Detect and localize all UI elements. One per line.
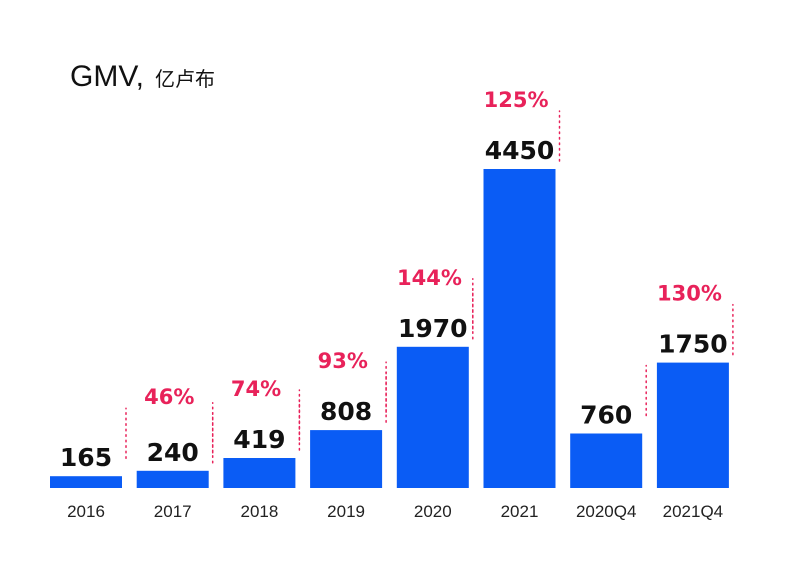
chart-title-unit: 亿卢布: [155, 67, 215, 91]
value-label-2018: 419: [233, 425, 285, 454]
value-label-2021Q4: 1750: [658, 330, 728, 359]
bar-2021Q4: [656, 362, 729, 488]
category-label-2017: 2017: [154, 502, 192, 521]
category-label-2018: 2018: [240, 502, 278, 521]
bar-2019: [310, 430, 383, 488]
growth-label-2021Q4: 130%: [657, 282, 722, 306]
value-label-2021: 4450: [485, 136, 555, 165]
value-label-2020Q4: 760: [580, 401, 632, 430]
value-label-2020: 1970: [398, 314, 468, 343]
bar-2020: [396, 346, 469, 488]
bar-2021: [483, 169, 556, 488]
category-label-2021Q4: 2021Q4: [663, 502, 724, 521]
category-label-2016: 2016: [67, 502, 105, 521]
growth-label-2018: 74%: [231, 377, 281, 401]
chart-title-main: GMV,: [70, 60, 144, 93]
growth-label-2021: 125%: [484, 88, 549, 112]
bar-2018: [223, 458, 296, 488]
growth-label-2017: 46%: [144, 385, 194, 409]
category-label-2021: 2021: [501, 502, 539, 521]
growth-annotations-group: 46% 74% 93% 144% 125% 130%: [125, 88, 734, 464]
value-label-2019: 808: [320, 397, 372, 426]
bars-group: 165 2016 240 2017 419 2018 808 2019 1970 2020 4450…: [50, 136, 729, 521]
value-label-2017: 240: [147, 438, 199, 467]
chart-title: GMV, 亿卢布: [70, 60, 215, 93]
category-label-2020Q4: 2020Q4: [576, 502, 637, 521]
category-label-2020: 2020: [414, 502, 452, 521]
value-label-2016: 165: [60, 443, 112, 472]
bar-2020Q4: [570, 433, 643, 488]
growth-label-2019: 93%: [318, 349, 368, 373]
category-label-2019: 2019: [327, 502, 365, 521]
growth-label-2020: 144%: [397, 266, 462, 290]
bar-2016: [50, 476, 122, 488]
bar-2017: [136, 470, 209, 488]
